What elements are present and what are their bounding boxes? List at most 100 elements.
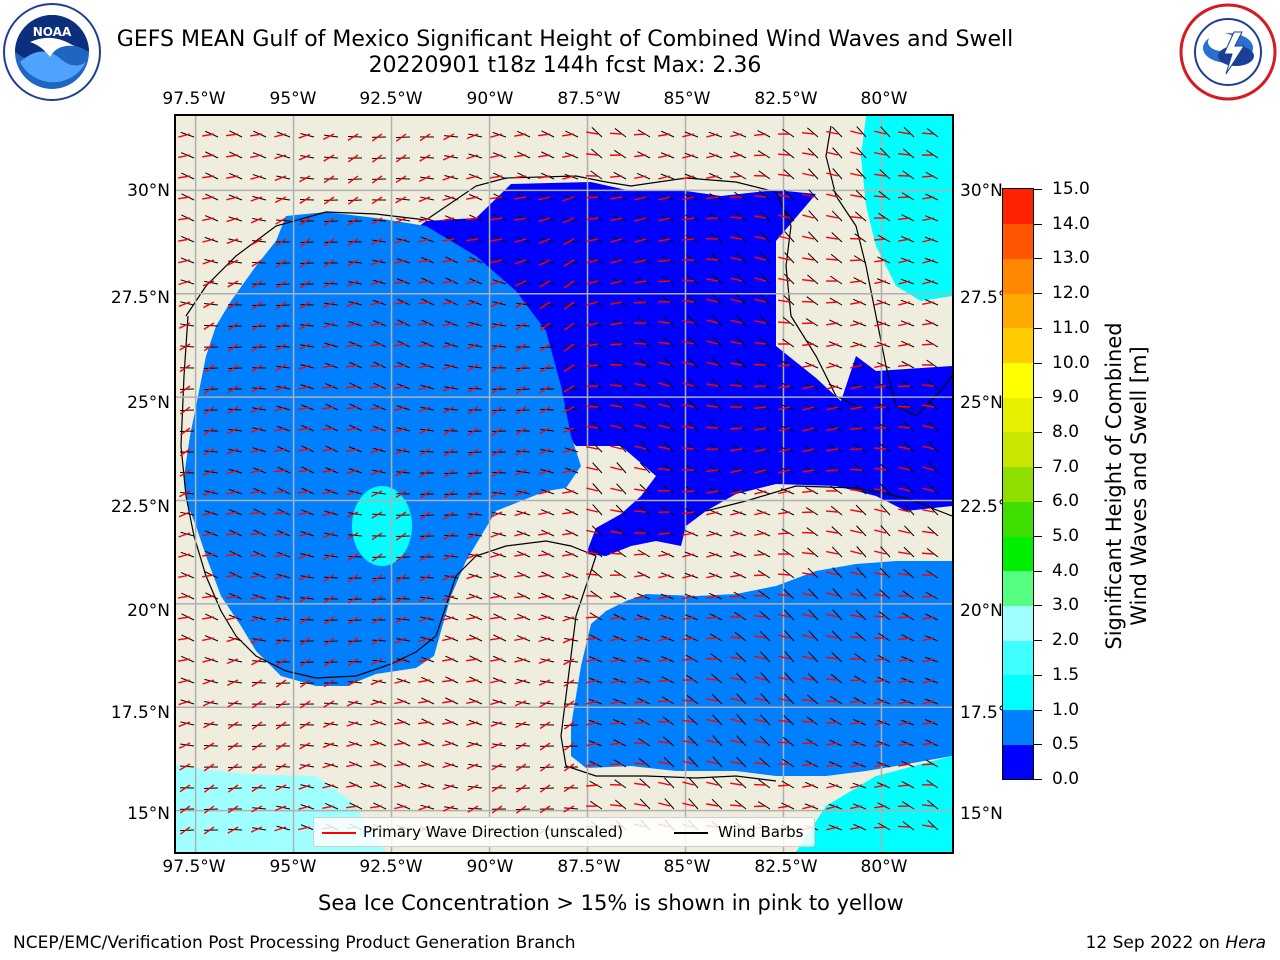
wave-arrow xyxy=(299,721,311,730)
wind-barb xyxy=(590,568,603,579)
wave-arrow xyxy=(491,490,503,498)
wave-arrow xyxy=(922,424,935,429)
colorbar-segment xyxy=(1003,640,1033,676)
wave-arrow xyxy=(563,784,575,793)
wave-arrow xyxy=(467,385,479,393)
wind-barb xyxy=(784,210,795,222)
wave-arrow xyxy=(634,574,647,578)
wave-arrow xyxy=(418,658,431,663)
wave-arrow xyxy=(850,763,863,768)
colorbar-tick-mark xyxy=(1034,466,1042,468)
wind-barb xyxy=(687,715,699,726)
colorbar-segment xyxy=(1003,466,1033,502)
wave-arrow xyxy=(538,490,551,495)
wave-arrow xyxy=(802,257,815,261)
wave-arrow xyxy=(850,550,863,555)
wind-barb xyxy=(614,359,627,369)
wave-arrow xyxy=(586,551,599,555)
wind-barb xyxy=(203,744,219,747)
wind-barb xyxy=(688,378,699,390)
wave-arrow xyxy=(586,679,599,684)
colorbar-segment xyxy=(1003,605,1033,641)
wave-arrow xyxy=(609,552,623,555)
wave-arrow xyxy=(226,448,239,455)
wave-arrow xyxy=(418,364,431,369)
colorbar-segment xyxy=(1003,362,1033,398)
wave-arrow xyxy=(178,238,191,242)
wave-arrow xyxy=(418,679,431,683)
wave-arrow xyxy=(322,406,335,410)
wave-arrow xyxy=(467,511,479,519)
wind-barb xyxy=(853,255,867,264)
wave-arrow xyxy=(179,385,191,394)
colorbar-tick-mark xyxy=(1034,605,1042,607)
wave-arrow xyxy=(898,343,911,347)
wave-arrow xyxy=(658,196,671,201)
colorbar-tick-label: 5.0 xyxy=(1052,526,1080,547)
wave-arrow xyxy=(490,280,503,286)
wave-arrow xyxy=(657,321,671,324)
wave-arrow xyxy=(347,259,359,267)
wind-barb xyxy=(590,380,603,390)
lat-tick-left: 27.5°N xyxy=(110,288,170,308)
wind-barb xyxy=(663,736,675,747)
wave-arrow xyxy=(778,676,791,681)
wave-arrow xyxy=(610,196,623,200)
wave-arrow xyxy=(850,509,863,513)
wave-arrow xyxy=(250,196,263,202)
wave-arrow xyxy=(730,277,743,282)
wave-arrow xyxy=(850,385,863,390)
wave-arrow xyxy=(682,739,695,744)
wave-arrow xyxy=(898,700,911,705)
wave-arrow xyxy=(299,658,311,667)
wave-arrow xyxy=(370,784,383,788)
wave-arrow xyxy=(802,235,815,240)
wind-barb xyxy=(782,568,795,579)
wave-arrow xyxy=(682,511,695,515)
wind-barb xyxy=(808,210,819,222)
wave-arrow xyxy=(586,259,599,264)
wave-arrow xyxy=(730,553,743,558)
wave-arrow xyxy=(802,763,815,767)
wave-arrow xyxy=(251,805,263,813)
wind-barb xyxy=(640,399,651,411)
wave-arrow xyxy=(730,469,743,474)
wind-barb xyxy=(879,483,891,495)
wave-arrow xyxy=(346,490,359,496)
wave-arrow xyxy=(347,196,359,205)
wave-arrow xyxy=(849,468,863,471)
wave-arrow xyxy=(370,763,383,767)
wave-arrow xyxy=(539,385,551,394)
wave-arrow xyxy=(634,217,647,222)
wind-barb xyxy=(664,798,675,810)
wave-arrow xyxy=(658,781,671,786)
wave-arrow xyxy=(730,656,743,660)
wave-arrow xyxy=(682,133,695,138)
wave-arrow xyxy=(826,236,839,240)
wave-arrow xyxy=(322,364,335,369)
wave-arrow xyxy=(802,385,815,390)
wave-arrow xyxy=(299,301,311,310)
wave-arrow xyxy=(298,532,311,537)
wave-arrow xyxy=(179,364,191,373)
wave-arrow xyxy=(634,238,647,243)
wind-barb xyxy=(686,254,699,264)
wave-arrow xyxy=(418,385,431,391)
wave-arrow xyxy=(443,448,455,457)
colorbar-tick-mark xyxy=(1034,223,1042,225)
wave-arrow xyxy=(610,487,623,492)
wave-arrow xyxy=(202,700,215,707)
wind-barb xyxy=(832,609,843,621)
wave-arrow xyxy=(706,698,719,702)
wave-arrow xyxy=(562,217,575,224)
wave-arrow xyxy=(682,719,695,723)
wind-barb xyxy=(688,777,699,789)
lat-tick-left: 15°N xyxy=(127,804,170,824)
wave-arrow xyxy=(394,700,407,705)
wave-arrow xyxy=(203,406,215,415)
wave-arrow xyxy=(275,280,287,289)
lat-tick-left: 17.5°N xyxy=(110,703,170,723)
wave-arrow xyxy=(490,133,503,138)
wave-arrow xyxy=(443,133,455,141)
wave-arrow xyxy=(682,361,695,366)
